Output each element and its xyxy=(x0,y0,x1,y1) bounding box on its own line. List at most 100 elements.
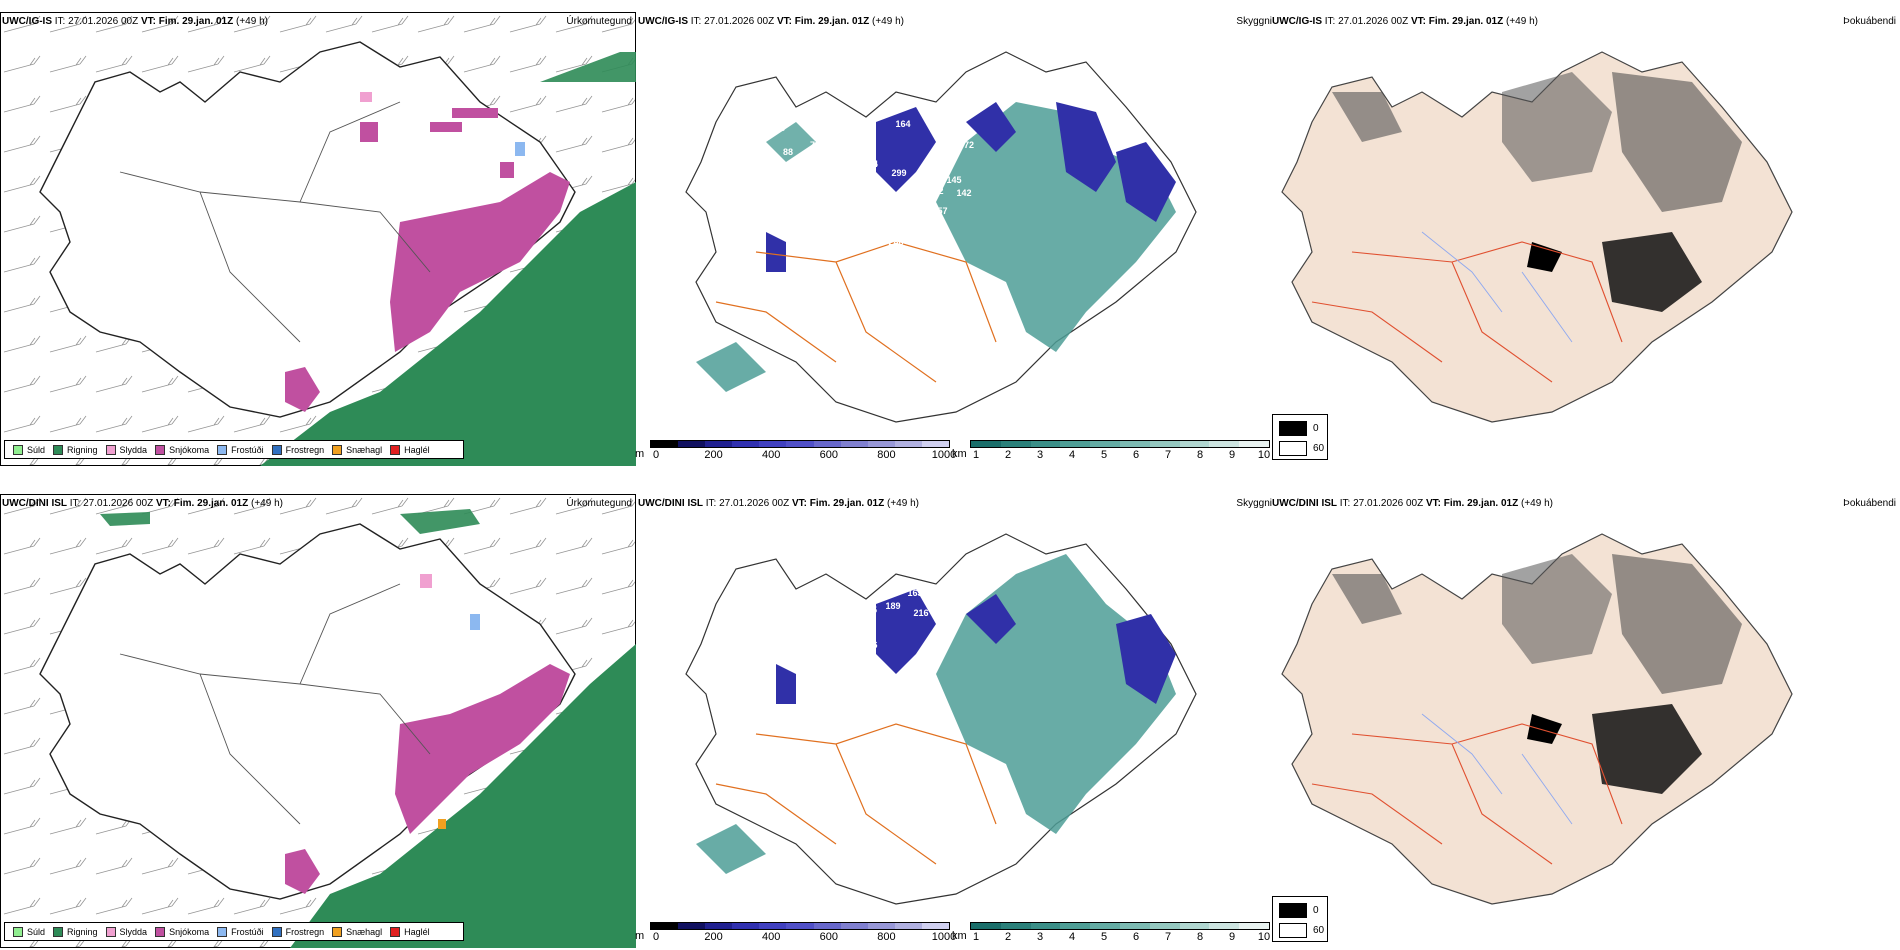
init-time: IT: 27.01.2026 00Z xyxy=(1324,16,1409,27)
visibility-value: 151 xyxy=(875,72,891,82)
colorbar-cell xyxy=(732,923,760,929)
model-name: UWC/DINI ISL xyxy=(638,498,703,509)
visibility-value: 68 xyxy=(774,123,786,133)
colorbar-cell xyxy=(1149,923,1180,929)
visibility-value: 130 xyxy=(921,543,937,553)
colorbar-cell xyxy=(678,923,706,929)
colorbar-unit: m xyxy=(635,930,645,942)
model-name: UWC/IG-IS xyxy=(2,16,52,27)
colorbar-cell xyxy=(867,441,895,447)
colorbar-cells xyxy=(970,440,1270,448)
legend-label: Haglél xyxy=(404,926,430,937)
visibility-value: 110 xyxy=(818,158,834,168)
lead-time: (+49 h) xyxy=(887,498,919,509)
visibility-value: 216 xyxy=(913,608,929,618)
legend-label: Snæhagl xyxy=(346,926,383,937)
model-name: UWC/DINI ISL xyxy=(1272,498,1337,509)
visibility-value: 75 xyxy=(776,593,788,603)
colorbar-tick: 9 xyxy=(1228,449,1236,461)
valid-time: VT: Fim. 29.jan. 01Z xyxy=(791,498,885,509)
visibility-value: 128 xyxy=(830,213,846,223)
colorbar-cell xyxy=(705,923,733,929)
colorbar-cell xyxy=(705,441,733,447)
visibility-value: 299 xyxy=(891,168,907,178)
fog-map-1 xyxy=(1281,51,1793,423)
fog-map-2 xyxy=(1281,533,1793,905)
colorbar-tick: 2 xyxy=(1004,931,1012,943)
fog-legend-label: 60 xyxy=(1313,925,1325,936)
visibility-value: 48 xyxy=(935,513,947,523)
init-time: IT: 27.01.2026 00Z xyxy=(690,16,775,27)
panel-header: UWC/DINI ISL IT: 27.01.2026 00Z VT: Fim.… xyxy=(1272,498,1553,510)
colorbar-cell xyxy=(1030,441,1061,447)
colorbar-ticks: 0 200 400 600 800 1000 xyxy=(650,930,956,944)
visibility-value: 376 xyxy=(862,640,878,650)
visibility-value: 70 xyxy=(781,537,793,547)
colorbar-tick: 4 xyxy=(1068,931,1076,943)
visibility-value: 16 xyxy=(820,136,832,146)
colorbar-tick: 1 xyxy=(972,449,980,461)
panel-type-label: Úrkomutegund xyxy=(566,498,632,509)
colorbar-ticks: 1 2 3 4 5 6 7 8 9 10 xyxy=(970,448,1270,462)
colorbar-cell xyxy=(786,441,814,447)
visibility-value: 142 xyxy=(956,188,972,198)
ptype-panel-1: UWC/IG-IS IT: 27.01.2026 00Z VT: Fim. 29… xyxy=(0,12,636,466)
ptype-legend: Súld Rigning Slydda Snjókoma Frostúði Frostre… xyxy=(4,922,464,941)
legend-label: Súld xyxy=(27,444,46,455)
panel-header: UWC/IG-IS IT: 27.01.2026 00Z VT: Fim. 29… xyxy=(1272,16,1538,28)
colorbar-cell xyxy=(1239,923,1269,929)
visibility-value: 110 xyxy=(875,462,891,472)
legend-label: Rigning xyxy=(67,926,98,937)
colorbar-unit: km xyxy=(952,930,967,942)
valid-time: VT: Fim. 29.jan. 01Z xyxy=(776,16,870,27)
legend-label: Frostregn xyxy=(285,444,325,455)
ptype-legend-item: Snjókoma xyxy=(155,926,209,937)
legend-swatch xyxy=(332,926,343,937)
ptype-legend-item: Frostúði xyxy=(217,444,264,455)
valid-time: VT: Fim. 29.jan. 01Z xyxy=(155,498,249,509)
visibility-value: 85 xyxy=(826,607,838,617)
fog-swatch xyxy=(1279,923,1307,938)
visibility-value: 175 xyxy=(944,596,960,606)
ptype-legend-item: Súld xyxy=(13,444,46,455)
legend-swatch xyxy=(271,926,282,937)
colorbar-cell xyxy=(1119,441,1150,447)
init-time: IT: 27.01.2026 00Z xyxy=(1339,498,1424,509)
visibility-value: 99 xyxy=(863,211,875,221)
visibility-value: 88 xyxy=(782,147,794,157)
colorbar-cell xyxy=(840,441,868,447)
panel-type-label: Þokuábendi xyxy=(1843,498,1896,509)
visibility-value: 338 xyxy=(885,201,901,211)
colorbar-tick: 6 xyxy=(1132,931,1140,943)
vis-map-2 xyxy=(685,533,1197,905)
legend-swatch xyxy=(217,926,228,937)
colorbar-cell xyxy=(840,923,868,929)
fog-swatch xyxy=(1279,421,1307,436)
legend-swatch xyxy=(271,444,282,455)
legend-swatch xyxy=(155,444,166,455)
lead-time: (+49 h) xyxy=(1521,498,1553,509)
legend-label: Slydda xyxy=(119,444,148,455)
colorbar-cell xyxy=(678,441,706,447)
ptype-legend-item: Slydda xyxy=(105,444,148,455)
visibility-value: 150 xyxy=(945,573,961,583)
legend-swatch xyxy=(105,444,116,455)
visibility-value: 57 xyxy=(960,509,972,519)
colorbar-cell xyxy=(1030,923,1061,929)
legend-label: Frostúði xyxy=(231,926,264,937)
visibility-value: 79 xyxy=(809,140,821,150)
colorbar-cell xyxy=(1000,441,1031,447)
colorbar-tick: 6 xyxy=(1132,449,1140,461)
model-name: UWC/IG-IS xyxy=(1272,16,1322,27)
legend-swatch xyxy=(13,444,23,455)
colorbar-cell xyxy=(1060,441,1091,447)
fog-swatch xyxy=(1279,441,1307,456)
panel-header: UWC/IG-IS IT: 27.01.2026 00Z VT: Fim. 29… xyxy=(2,16,268,28)
colorbar-cell xyxy=(813,923,841,929)
ptype-legend-item: Snjókoma xyxy=(155,444,209,455)
visibility-value: 74 xyxy=(867,159,879,169)
visibility-value: 97 xyxy=(959,570,971,580)
colorbar-tick: 5 xyxy=(1100,931,1108,943)
colorbar-cell xyxy=(1000,923,1031,929)
colorbar-unit: km xyxy=(952,448,967,460)
